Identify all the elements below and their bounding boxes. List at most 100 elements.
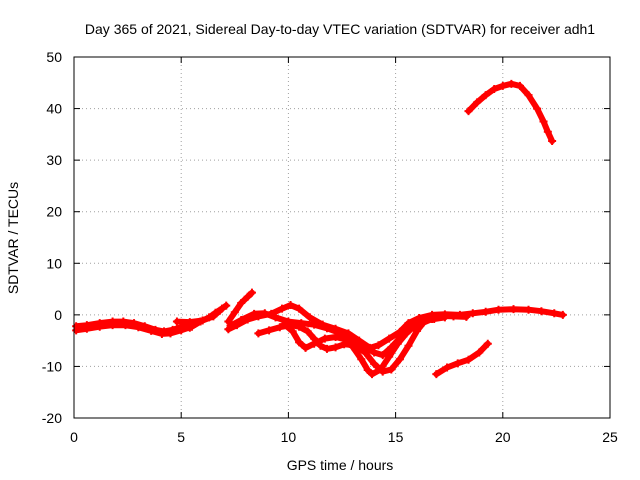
data-point bbox=[430, 314, 439, 323]
data-point bbox=[340, 335, 349, 344]
data-point bbox=[82, 324, 91, 333]
series-line bbox=[433, 340, 491, 378]
data-point bbox=[295, 338, 304, 347]
data-point bbox=[368, 370, 377, 379]
data-point bbox=[277, 304, 286, 313]
data-point bbox=[215, 306, 224, 315]
y-tick-label: 50 bbox=[46, 49, 62, 65]
data-point bbox=[198, 316, 207, 325]
x-tick-label: 10 bbox=[281, 429, 297, 445]
data-point bbox=[481, 91, 490, 100]
plot-frame bbox=[73, 56, 611, 419]
data-point bbox=[72, 326, 81, 335]
data-point bbox=[177, 326, 186, 335]
data-point bbox=[543, 127, 552, 136]
x-axis-label: GPS time / hours bbox=[287, 457, 394, 473]
data-point bbox=[121, 321, 130, 330]
data-point bbox=[449, 312, 458, 321]
series-track-8 bbox=[280, 313, 449, 379]
y-tick-label: 40 bbox=[46, 101, 62, 117]
data-point bbox=[331, 343, 340, 352]
data-point bbox=[108, 321, 117, 330]
data-point bbox=[286, 301, 295, 310]
data-point bbox=[490, 84, 499, 93]
data-point bbox=[147, 326, 156, 335]
x-tick-label: 15 bbox=[388, 429, 404, 445]
data-point bbox=[348, 342, 357, 351]
data-point bbox=[310, 320, 319, 329]
x-tick-label: 25 bbox=[602, 429, 618, 445]
data-point bbox=[370, 359, 379, 368]
grid bbox=[74, 57, 610, 418]
data-point bbox=[481, 307, 490, 316]
data-point bbox=[453, 359, 462, 368]
data-point bbox=[260, 309, 269, 318]
data-point bbox=[440, 313, 449, 322]
data-point bbox=[288, 327, 297, 336]
data-point bbox=[305, 313, 314, 322]
data-point bbox=[473, 98, 482, 107]
data-point bbox=[357, 355, 366, 364]
series-track-10 bbox=[464, 79, 557, 146]
data-point bbox=[322, 344, 331, 353]
data-point bbox=[322, 324, 331, 333]
data-point bbox=[295, 304, 304, 313]
data-point bbox=[395, 355, 404, 364]
data-point bbox=[280, 320, 289, 329]
data-point bbox=[410, 321, 419, 330]
y-axis-label: SDTVAR / TECUs bbox=[5, 182, 21, 294]
data-point bbox=[494, 305, 503, 314]
data-point bbox=[254, 329, 263, 338]
data-point bbox=[419, 317, 428, 326]
data-point bbox=[376, 365, 385, 374]
data-point bbox=[507, 79, 516, 88]
data-point bbox=[533, 104, 542, 113]
data-point bbox=[524, 305, 533, 314]
data-point bbox=[226, 321, 235, 330]
data-point bbox=[539, 117, 548, 126]
data-point bbox=[209, 312, 218, 321]
y-tick-label: 20 bbox=[46, 204, 62, 220]
data-point bbox=[402, 329, 411, 338]
data-point bbox=[475, 348, 484, 357]
data-point bbox=[237, 298, 246, 307]
data-point bbox=[385, 352, 394, 361]
data-point bbox=[378, 351, 387, 360]
data-point bbox=[95, 322, 104, 331]
data-point bbox=[185, 318, 194, 327]
data-point bbox=[432, 370, 441, 379]
data-point bbox=[363, 366, 372, 375]
data-point bbox=[413, 326, 422, 335]
data-point bbox=[498, 81, 507, 90]
data-point bbox=[320, 334, 329, 343]
series-track-9 bbox=[432, 339, 492, 379]
data-point bbox=[361, 349, 370, 358]
data-point bbox=[247, 288, 256, 297]
data-marks bbox=[72, 79, 567, 379]
data-point bbox=[243, 292, 252, 301]
data-point bbox=[387, 365, 396, 374]
data-point bbox=[548, 137, 557, 146]
data-point bbox=[237, 316, 246, 325]
data-point bbox=[393, 339, 402, 348]
data-point bbox=[468, 309, 477, 318]
x-tick-label: 0 bbox=[70, 429, 78, 445]
x-tick-label: 5 bbox=[177, 429, 185, 445]
data-point bbox=[295, 322, 304, 331]
data-point bbox=[310, 339, 319, 348]
chart-title: Day 365 of 2021, Sidereal Day-to-day VTE… bbox=[85, 21, 595, 37]
data-point bbox=[483, 339, 492, 348]
data-point bbox=[303, 327, 312, 336]
data-point bbox=[443, 363, 452, 372]
data-point bbox=[558, 310, 567, 319]
data-point bbox=[370, 348, 379, 357]
data-point bbox=[404, 341, 413, 350]
series-track-3 bbox=[172, 306, 224, 327]
data-point bbox=[462, 312, 471, 321]
y-tick-label: 10 bbox=[46, 255, 62, 271]
data-point bbox=[230, 308, 239, 317]
data-point bbox=[301, 343, 310, 352]
x-tick-label: 20 bbox=[495, 429, 511, 445]
data-point bbox=[271, 313, 280, 322]
